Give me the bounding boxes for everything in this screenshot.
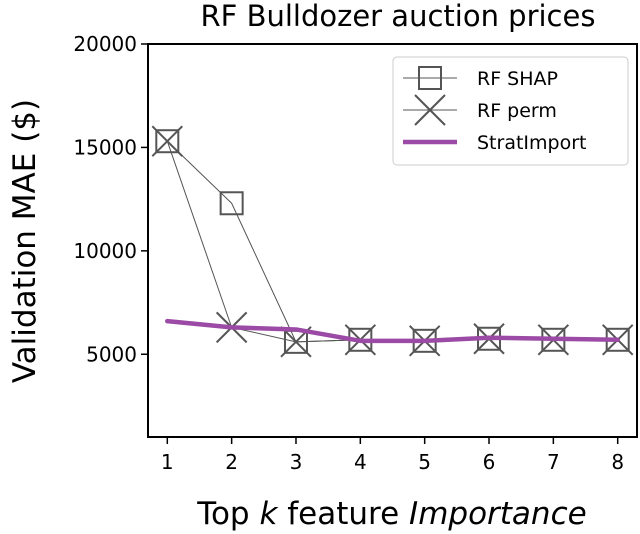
x-tick-label: 4 [354,450,367,474]
data-point-rf-shap [219,191,244,216]
y-axis-label: Validation MAE ($) [7,99,43,383]
legend-entry-stratimport: StratImport [403,132,586,154]
chart-title: RF Bulldozer auction prices [201,0,596,33]
axes: 5000 10000 15000 20000 1 2 3 4 5 6 7 8 [73,32,638,474]
x-axis-label: Top k feature Importance [196,496,586,532]
x-tick-label: 1 [161,450,174,474]
plot-frame [147,43,638,438]
legend-frame [392,56,629,166]
series-line-rf-shap [166,140,619,343]
x-tick-label: 3 [290,450,303,474]
legend-entry-rf-perm: RF perm [403,94,557,126]
x-tick-label: 6 [483,450,496,474]
legend-label-stratimport: StratImport [477,132,586,154]
y-tick-label: 15000 [73,135,137,159]
legend-entry-rf-shap: RF SHAP [403,66,558,90]
x-tick-label: 8 [611,450,624,474]
series-line-rf-perm [166,140,619,343]
x-tick-label: 7 [547,450,560,474]
x-tick-label: 2 [225,450,238,474]
series-line-stratimport [165,318,620,344]
x-axis-label-part: Top [196,496,259,532]
y-tick-label: 10000 [73,239,137,263]
y-tick-label: 20000 [73,32,137,56]
legend-marker-rf-shap [418,66,442,90]
series-layer [151,125,634,358]
y-tick-label: 5000 [86,342,137,366]
x-tick-label: 5 [418,450,431,474]
data-point-rf-shap [155,129,180,154]
legend: RF SHAP RF perm StratImport [392,56,629,166]
x-axis-label-part: Importance [409,496,587,532]
series-stratimport [165,318,620,344]
legend-label-rf-perm: RF perm [477,100,557,122]
x-axis-label-part: feature [277,496,409,532]
legend-marker-rf-perm [414,94,446,126]
x-axis-label-part: k [259,496,278,532]
data-point-rf-perm [151,125,184,157]
legend-label-rf-shap: RF SHAP [477,68,558,90]
